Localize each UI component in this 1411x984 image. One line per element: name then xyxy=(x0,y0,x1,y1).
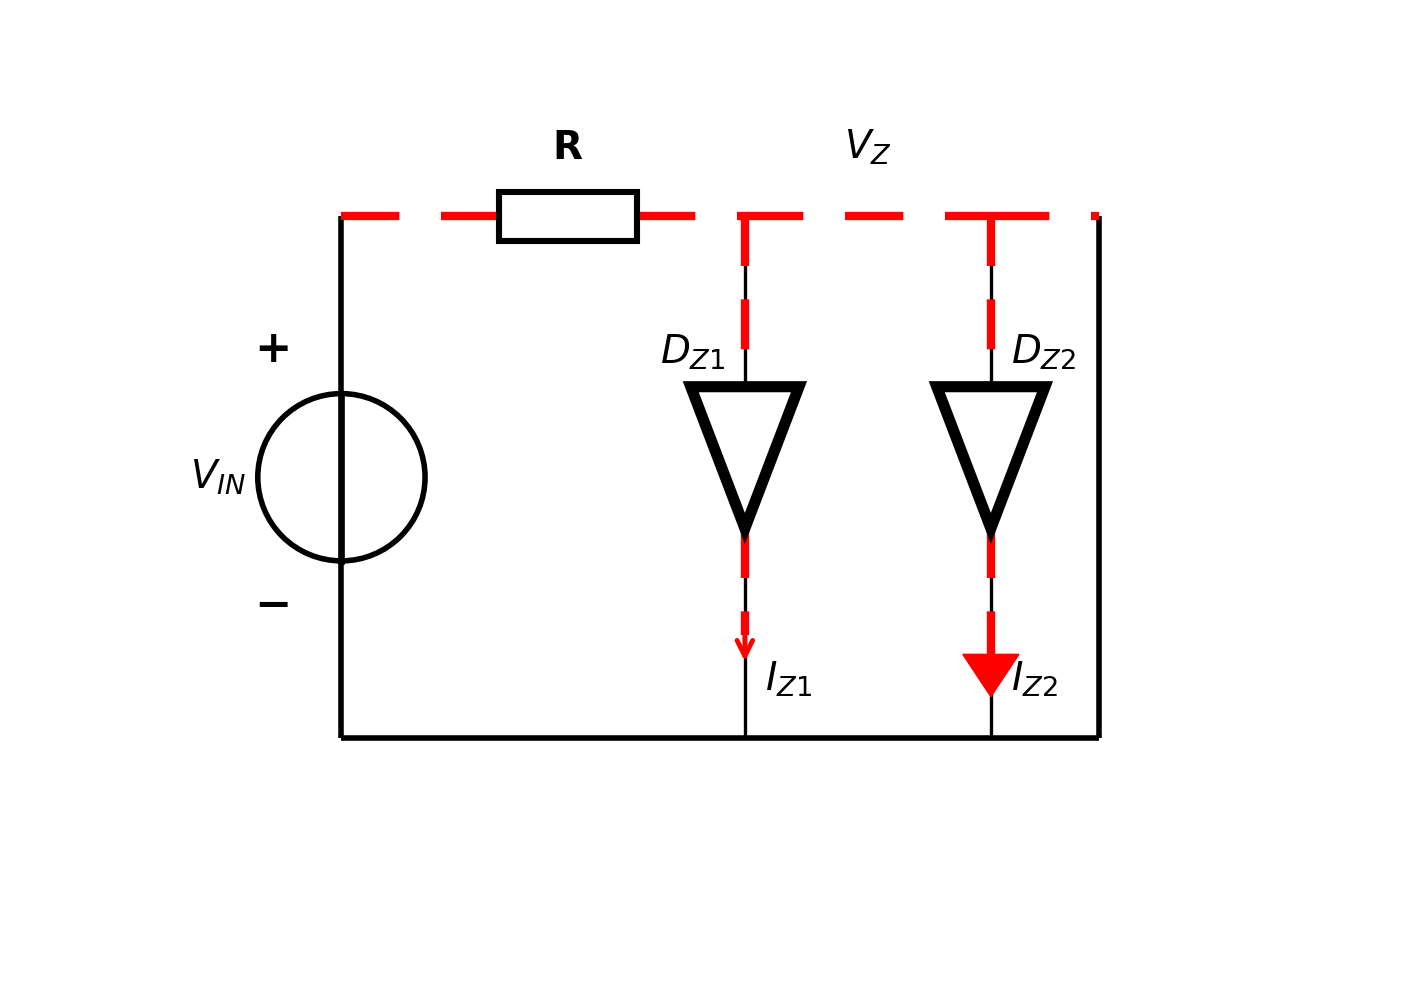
Polygon shape xyxy=(691,387,799,528)
FancyBboxPatch shape xyxy=(499,192,636,241)
Text: $I_{Z2}$: $I_{Z2}$ xyxy=(1010,659,1057,699)
Text: R: R xyxy=(553,129,583,167)
Text: −: − xyxy=(254,584,291,627)
Polygon shape xyxy=(962,654,1019,697)
Text: $I_{Z1}$: $I_{Z1}$ xyxy=(765,659,811,699)
Polygon shape xyxy=(937,387,1046,528)
Text: $V_{IN}$: $V_{IN}$ xyxy=(190,458,247,497)
Text: +: + xyxy=(254,328,291,371)
Text: $V_Z$: $V_Z$ xyxy=(844,128,892,167)
Text: $D_{Z1}$: $D_{Z1}$ xyxy=(660,333,725,372)
Text: $D_{Z2}$: $D_{Z2}$ xyxy=(1010,333,1075,372)
